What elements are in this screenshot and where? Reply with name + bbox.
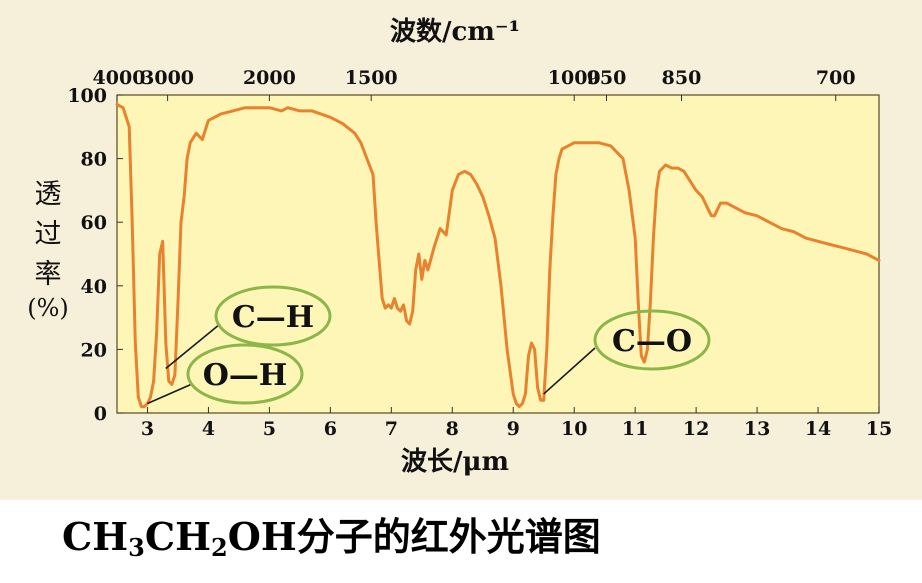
y-tick-label: 40 bbox=[81, 276, 107, 298]
x-tick-label: 10 bbox=[561, 418, 587, 440]
x-tick-label: 5 bbox=[263, 418, 276, 440]
y-tick-label: 60 bbox=[81, 212, 107, 234]
y-axis-label-char-4: (%) bbox=[27, 294, 69, 322]
caption-subscript-2: 2 bbox=[211, 533, 228, 562]
x-tick-label: 9 bbox=[507, 418, 520, 440]
chart-caption: CH3CH2OH分子的红外光谱图 bbox=[0, 502, 922, 572]
annotation-ellipse bbox=[593, 309, 711, 371]
y-axis-label-char-2: 过 bbox=[34, 219, 62, 250]
y-axis-label-char-1: 透 bbox=[34, 179, 62, 210]
caption-subscript-1: 3 bbox=[128, 533, 145, 562]
y-tick-label: 80 bbox=[81, 149, 107, 171]
top-tick-label: 950 bbox=[587, 67, 627, 89]
x-tick-label: 12 bbox=[683, 418, 709, 440]
top-tick-label: 3000 bbox=[141, 67, 194, 89]
x-tick-label: 6 bbox=[324, 418, 337, 440]
chart-frame: 3 4 5 6 7 8 9 10 11 12 13 14 15 0 20 40 60 80 100 4000 3000 2… bbox=[0, 0, 922, 500]
top-tick-label: 1000 bbox=[548, 67, 601, 89]
caption-part-3: OH分子的红外光谱图 bbox=[227, 514, 601, 559]
x-tick-label: 13 bbox=[744, 418, 770, 440]
annotation-label: C—O bbox=[612, 324, 692, 359]
y-tick-label: 20 bbox=[81, 339, 107, 361]
top-tick-label: 850 bbox=[662, 67, 702, 89]
top-axis-label: 波数/cm⁻¹ bbox=[390, 17, 520, 47]
x-tick-label: 3 bbox=[141, 418, 154, 440]
x-tick-label: 15 bbox=[866, 418, 892, 440]
x-tick-label: 7 bbox=[385, 418, 398, 440]
annotation-leader-line bbox=[147, 383, 193, 405]
x-tick-label: 4 bbox=[202, 418, 215, 440]
annotation-label: O—H bbox=[203, 358, 287, 393]
annotation-leader-line bbox=[543, 347, 596, 395]
top-tick-label: 1500 bbox=[345, 67, 398, 89]
caption-part-2: CH bbox=[144, 514, 212, 559]
caption-part-1: CH bbox=[62, 514, 129, 559]
y-tick-label: 100 bbox=[67, 85, 107, 107]
x-tick-label: 11 bbox=[622, 418, 648, 440]
annotation-ellipse bbox=[186, 343, 304, 405]
annotation-leader-line bbox=[165, 323, 221, 370]
top-tick-label: 700 bbox=[816, 67, 856, 89]
spectrum-series-line bbox=[115, 103, 881, 409]
x-tick-label: 8 bbox=[446, 418, 459, 440]
y-axis-label-char-3: 率 bbox=[34, 259, 62, 290]
annotation-ellipse bbox=[214, 285, 332, 347]
x-tick-label: 14 bbox=[805, 418, 831, 440]
top-tick-label: 4000 bbox=[93, 67, 146, 89]
annotation-label: C—H bbox=[232, 300, 314, 335]
bottom-axis-label: 波长/μm bbox=[401, 447, 509, 477]
y-tick-label: 0 bbox=[94, 403, 107, 425]
top-tick-label: 2000 bbox=[243, 67, 296, 89]
